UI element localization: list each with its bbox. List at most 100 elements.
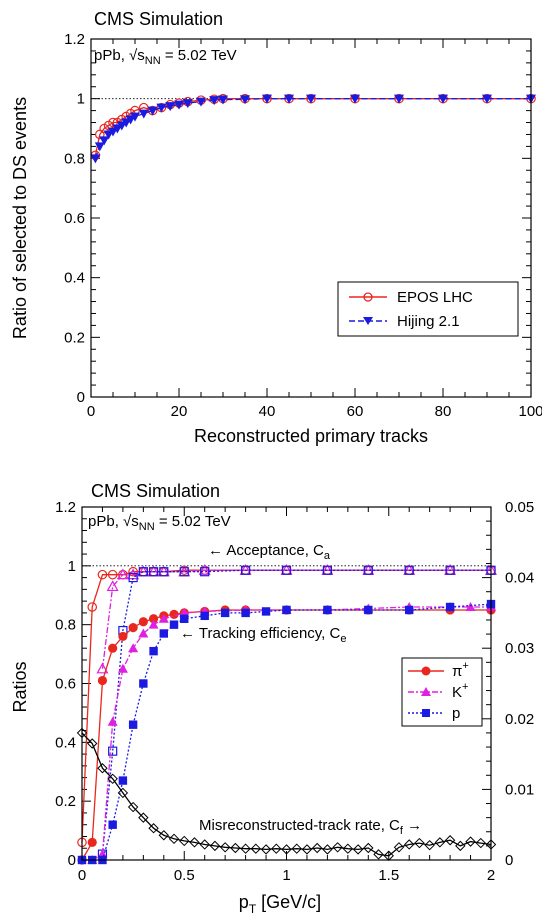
top-series-1-point — [90, 154, 101, 164]
misreco-point — [281, 844, 292, 855]
efficiency-1-point — [128, 643, 139, 653]
misreco-point — [158, 830, 170, 841]
acceptance-line-2 — [101, 569, 491, 855]
acceptance-1-point — [106, 580, 119, 592]
legend-kaon-marker — [421, 687, 431, 696]
bottom-y2-tick-label: 0 — [505, 852, 513, 869]
top-y-tick-label: 0 — [77, 389, 85, 406]
bottom-plot-frame — [81, 506, 492, 861]
bottom-x-axis-title: pT [GeV/c] — [239, 892, 321, 916]
top-legend-box — [337, 281, 519, 337]
legend-pion-marker — [421, 666, 431, 676]
top-axis-ticks: 0 20 40 60 80 100 0 0.2 0.4 0.6 0.8 1 1.2 — [64, 31, 542, 420]
misreco-point — [250, 843, 262, 854]
acceptance-0-point — [87, 602, 98, 612]
legend-proton-marker — [422, 709, 430, 717]
bottom-y2-tick-label: 0.03 — [505, 640, 534, 657]
misreco-point — [465, 836, 476, 847]
bottom-legend: π+ K+ p — [401, 657, 483, 727]
bottom-y2-tick-label: 0.05 — [505, 499, 534, 516]
legend-epos-label: EPOS LHC — [397, 289, 473, 306]
efficiency-0-point — [138, 617, 148, 627]
misreco-point — [240, 843, 251, 854]
misreco-point — [127, 801, 139, 813]
acceptance-2-point — [138, 567, 148, 577]
efficiency-line-1 — [91, 606, 491, 861]
acceptance-line-1 — [101, 569, 491, 669]
misreco-point — [352, 844, 364, 855]
top-series-1-point — [306, 94, 316, 104]
top-x-axis-title: Reconstructed primary tracks — [194, 426, 428, 446]
top-x-tick-label: 20 — [171, 403, 188, 420]
legend-hijing-marker — [363, 317, 373, 325]
annotation-acceptance: ← Acceptance, Ca — [208, 542, 331, 562]
top-series-1-point — [482, 94, 492, 104]
misreco-point — [219, 842, 231, 853]
misreco-point — [271, 843, 282, 854]
misreco-point — [444, 835, 456, 846]
bottom-y-tick-label: 0.2 — [55, 793, 76, 810]
top-series-1-point — [94, 142, 105, 152]
top-panel: CMS Simulation pPb, √sNN = 5.02 TeV Rati… — [10, 9, 542, 446]
misreco-point — [342, 843, 354, 854]
bottom-y2-tick-label: 0.01 — [505, 781, 534, 798]
misreco-point — [107, 773, 118, 785]
misreco-point — [332, 842, 343, 853]
bottom-y-tick-label: 0 — [68, 852, 76, 869]
top-series-1-point — [394, 94, 404, 104]
misreco-point — [189, 837, 200, 848]
top-y-tick-label: 0.2 — [64, 329, 85, 346]
top-series-1-point — [99, 136, 110, 146]
acceptance-2-point — [148, 567, 159, 577]
misreco-point — [424, 839, 435, 851]
efficiency-2-point — [261, 607, 271, 616]
top-series-1-point — [240, 95, 250, 105]
annotation-misreconstructed: Misreconstructed-track rate, Cf → — [199, 817, 422, 837]
top-y-tick-label: 1 — [77, 91, 85, 108]
efficiency-2-point — [323, 605, 332, 615]
misreco-point — [209, 840, 221, 852]
acceptance-2-point — [241, 565, 251, 575]
efficiency-2-point — [364, 605, 373, 615]
top-series-0-point — [108, 117, 118, 128]
efficiency-2-point — [220, 608, 230, 618]
top-series-1-point — [138, 109, 149, 119]
bottom-panel: CMS Simulation pPb, √sNN = 5.02 TeV Rati… — [10, 481, 534, 916]
top-y-tick-label: 0.8 — [64, 150, 85, 167]
misreco-point — [455, 840, 466, 852]
misreco-point — [179, 835, 190, 847]
acceptance-2-point — [322, 565, 332, 575]
misreco-point — [117, 787, 129, 799]
top-series-1-point — [284, 94, 294, 104]
misreco-point — [138, 812, 149, 823]
bottom-y-tick-label: 0.4 — [55, 734, 76, 751]
efficiency-0-point — [87, 837, 97, 847]
top-series-1-point — [130, 112, 140, 122]
efficiency-2-point — [180, 614, 189, 623]
efficiency-2-point — [118, 776, 128, 785]
misreco-point — [434, 837, 446, 848]
legend-kaon-label: K+ — [452, 681, 468, 701]
efficiency-2-point — [159, 629, 168, 638]
top-series-1-point — [156, 103, 167, 113]
misreco-point — [199, 839, 210, 850]
legend-epos-marker — [363, 292, 373, 302]
top-series-1-point — [165, 102, 176, 112]
acceptance-2-point — [108, 746, 118, 756]
efficiency-2-point — [405, 605, 414, 615]
efficiency-1-point — [465, 602, 476, 612]
misreco-point — [403, 839, 415, 850]
efficiency-2-point — [445, 602, 455, 612]
acceptance-2-point — [159, 567, 169, 577]
top-series-1-point — [174, 100, 184, 110]
bottom-title: CMS Simulation — [91, 481, 220, 501]
acceptance-2-point — [445, 565, 455, 575]
bottom-x-tick-label: 2 — [487, 867, 495, 884]
bottom-y2-tick-label: 0.04 — [505, 570, 534, 587]
efficiency-1-point — [148, 619, 159, 629]
top-series-1-point — [209, 96, 220, 106]
top-series-1-point — [262, 94, 272, 104]
misreco-point — [301, 844, 313, 855]
top-title: CMS Simulation — [94, 9, 223, 29]
